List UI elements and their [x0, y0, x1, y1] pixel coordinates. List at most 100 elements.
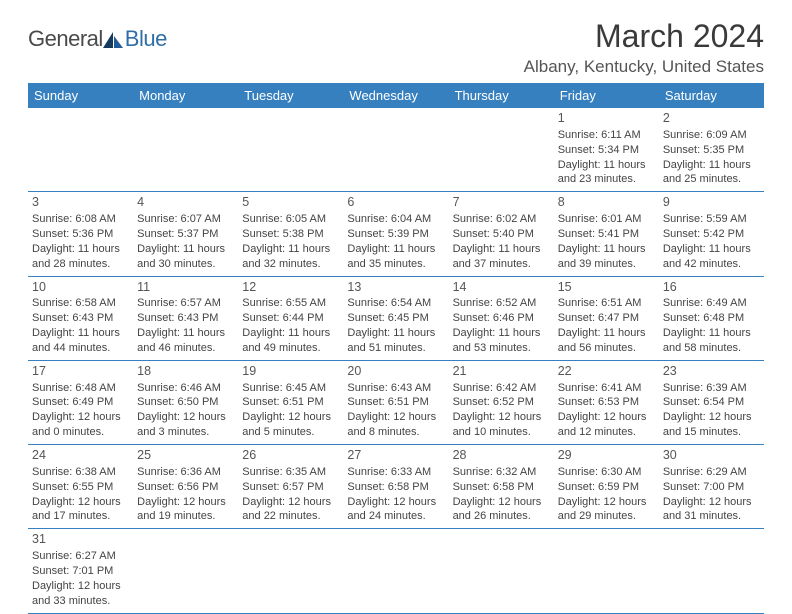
daylight-text: and 0 minutes. [32, 425, 129, 440]
sunset-text: Sunset: 6:58 PM [453, 480, 550, 495]
calendar-row: 24Sunrise: 6:38 AMSunset: 6:55 PMDayligh… [28, 445, 764, 529]
calendar-cell: 8Sunrise: 6:01 AMSunset: 5:41 PMDaylight… [554, 192, 659, 276]
calendar-cell: 22Sunrise: 6:41 AMSunset: 6:53 PMDayligh… [554, 360, 659, 444]
sunrise-text: Sunrise: 6:36 AM [137, 465, 234, 480]
day-number: 22 [558, 363, 655, 380]
calendar-cell [238, 529, 343, 613]
calendar-cell: 5Sunrise: 6:05 AMSunset: 5:38 PMDaylight… [238, 192, 343, 276]
daylight-text: and 46 minutes. [137, 341, 234, 356]
weekday-header: Monday [133, 83, 238, 108]
sunset-text: Sunset: 6:45 PM [347, 311, 444, 326]
daylight-text: and 39 minutes. [558, 257, 655, 272]
daylight-text: Daylight: 12 hours [137, 410, 234, 425]
day-number: 26 [242, 447, 339, 464]
calendar-cell: 15Sunrise: 6:51 AMSunset: 6:47 PMDayligh… [554, 276, 659, 360]
daylight-text: Daylight: 11 hours [347, 326, 444, 341]
sunset-text: Sunset: 6:43 PM [32, 311, 129, 326]
day-number: 12 [242, 279, 339, 296]
sunrise-text: Sunrise: 6:39 AM [663, 381, 760, 396]
daylight-text: and 33 minutes. [32, 594, 129, 609]
day-number: 9 [663, 194, 760, 211]
daylight-text: Daylight: 11 hours [242, 326, 339, 341]
sunset-text: Sunset: 6:55 PM [32, 480, 129, 495]
sunset-text: Sunset: 6:48 PM [663, 311, 760, 326]
day-number: 19 [242, 363, 339, 380]
day-number: 18 [137, 363, 234, 380]
daylight-text: Daylight: 11 hours [558, 242, 655, 257]
weekday-header: Wednesday [343, 83, 448, 108]
day-number: 6 [347, 194, 444, 211]
sunrise-text: Sunrise: 6:46 AM [137, 381, 234, 396]
daylight-text: Daylight: 12 hours [347, 410, 444, 425]
calendar-row: 1Sunrise: 6:11 AMSunset: 5:34 PMDaylight… [28, 108, 764, 192]
calendar-cell: 20Sunrise: 6:43 AMSunset: 6:51 PMDayligh… [343, 360, 448, 444]
calendar-cell: 1Sunrise: 6:11 AMSunset: 5:34 PMDaylight… [554, 108, 659, 192]
sunset-text: Sunset: 6:59 PM [558, 480, 655, 495]
daylight-text: and 51 minutes. [347, 341, 444, 356]
sunset-text: Sunset: 5:37 PM [137, 227, 234, 242]
calendar-cell [554, 529, 659, 613]
daylight-text: Daylight: 11 hours [558, 326, 655, 341]
daylight-text: and 8 minutes. [347, 425, 444, 440]
sunrise-text: Sunrise: 6:07 AM [137, 212, 234, 227]
daylight-text: and 44 minutes. [32, 341, 129, 356]
logo: General Blue [28, 18, 167, 52]
daylight-text: Daylight: 11 hours [347, 242, 444, 257]
sunrise-text: Sunrise: 6:11 AM [558, 128, 655, 143]
daylight-text: and 17 minutes. [32, 509, 129, 524]
daylight-text: and 31 minutes. [663, 509, 760, 524]
daylight-text: Daylight: 12 hours [242, 410, 339, 425]
sunrise-text: Sunrise: 6:32 AM [453, 465, 550, 480]
calendar-cell: 29Sunrise: 6:30 AMSunset: 6:59 PMDayligh… [554, 445, 659, 529]
calendar-cell: 2Sunrise: 6:09 AMSunset: 5:35 PMDaylight… [659, 108, 764, 192]
calendar-cell: 28Sunrise: 6:32 AMSunset: 6:58 PMDayligh… [449, 445, 554, 529]
sunset-text: Sunset: 5:42 PM [663, 227, 760, 242]
sunset-text: Sunset: 6:47 PM [558, 311, 655, 326]
sunrise-text: Sunrise: 6:55 AM [242, 296, 339, 311]
daylight-text: Daylight: 12 hours [242, 495, 339, 510]
sunrise-text: Sunrise: 6:05 AM [242, 212, 339, 227]
calendar-cell: 31Sunrise: 6:27 AMSunset: 7:01 PMDayligh… [28, 529, 133, 613]
daylight-text: Daylight: 11 hours [32, 242, 129, 257]
sunrise-text: Sunrise: 6:48 AM [32, 381, 129, 396]
daylight-text: Daylight: 11 hours [137, 242, 234, 257]
daylight-text: and 35 minutes. [347, 257, 444, 272]
calendar-cell: 7Sunrise: 6:02 AMSunset: 5:40 PMDaylight… [449, 192, 554, 276]
daylight-text: Daylight: 12 hours [137, 495, 234, 510]
sunrise-text: Sunrise: 6:51 AM [558, 296, 655, 311]
day-number: 17 [32, 363, 129, 380]
weekday-header: Friday [554, 83, 659, 108]
calendar-row: 31Sunrise: 6:27 AMSunset: 7:01 PMDayligh… [28, 529, 764, 613]
sunset-text: Sunset: 6:57 PM [242, 480, 339, 495]
sunset-text: Sunset: 6:49 PM [32, 395, 129, 410]
sunset-text: Sunset: 5:40 PM [453, 227, 550, 242]
calendar-cell: 27Sunrise: 6:33 AMSunset: 6:58 PMDayligh… [343, 445, 448, 529]
sail-icon [103, 30, 123, 48]
daylight-text: Daylight: 11 hours [663, 242, 760, 257]
sunset-text: Sunset: 6:50 PM [137, 395, 234, 410]
day-number: 10 [32, 279, 129, 296]
daylight-text: and 15 minutes. [663, 425, 760, 440]
day-number: 11 [137, 279, 234, 296]
calendar-cell [449, 108, 554, 192]
sunset-text: Sunset: 7:01 PM [32, 564, 129, 579]
calendar-row: 10Sunrise: 6:58 AMSunset: 6:43 PMDayligh… [28, 276, 764, 360]
calendar-cell: 26Sunrise: 6:35 AMSunset: 6:57 PMDayligh… [238, 445, 343, 529]
sunset-text: Sunset: 7:00 PM [663, 480, 760, 495]
sunrise-text: Sunrise: 6:52 AM [453, 296, 550, 311]
day-number: 20 [347, 363, 444, 380]
sunrise-text: Sunrise: 6:42 AM [453, 381, 550, 396]
daylight-text: Daylight: 12 hours [558, 495, 655, 510]
day-number: 4 [137, 194, 234, 211]
calendar-cell: 19Sunrise: 6:45 AMSunset: 6:51 PMDayligh… [238, 360, 343, 444]
sunrise-text: Sunrise: 6:43 AM [347, 381, 444, 396]
day-number: 30 [663, 447, 760, 464]
sunset-text: Sunset: 6:44 PM [242, 311, 339, 326]
daylight-text: and 12 minutes. [558, 425, 655, 440]
daylight-text: and 49 minutes. [242, 341, 339, 356]
day-number: 28 [453, 447, 550, 464]
sunset-text: Sunset: 6:53 PM [558, 395, 655, 410]
sunrise-text: Sunrise: 6:33 AM [347, 465, 444, 480]
daylight-text: Daylight: 11 hours [663, 326, 760, 341]
daylight-text: Daylight: 12 hours [32, 579, 129, 594]
